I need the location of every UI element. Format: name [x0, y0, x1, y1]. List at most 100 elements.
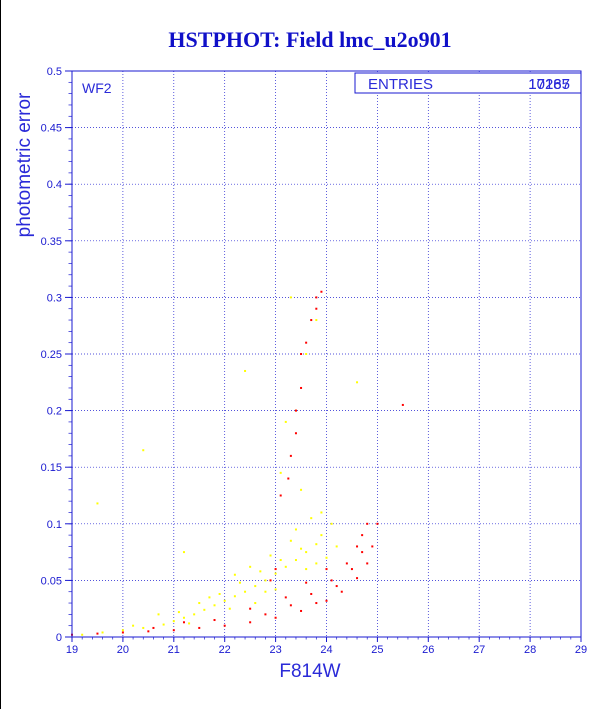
data-point-series-0 [335, 545, 338, 548]
x-tick-label: 25 [371, 644, 383, 656]
data-point-series-0 [289, 539, 292, 542]
data-point-series-1 [289, 604, 292, 607]
data-point-series-0 [315, 562, 318, 565]
data-point-series-1 [315, 307, 318, 310]
data-point-series-0 [96, 502, 99, 505]
data-point-series-0 [274, 588, 277, 591]
data-point-series-0 [284, 565, 287, 568]
data-point-series-0 [132, 624, 135, 627]
data-point-series-1 [325, 599, 328, 602]
x-tick-label: 22 [219, 644, 231, 656]
data-point-series-0 [305, 353, 308, 355]
data-point-series-1 [345, 562, 348, 565]
data-point-series-1 [284, 596, 287, 599]
x-tick-label: 20 [117, 644, 129, 656]
data-point-series-1 [249, 621, 252, 624]
data-point-series-1 [198, 626, 201, 629]
data-point-series-1 [310, 319, 313, 322]
data-point-series-1 [401, 403, 404, 406]
data-point-series-0 [81, 633, 84, 636]
data-point-series-1 [320, 290, 323, 293]
data-point-series-0 [254, 602, 257, 605]
data-point-series-0 [305, 568, 308, 571]
data-point-series-1 [315, 296, 318, 299]
data-point-series-1 [147, 630, 150, 633]
data-point-series-0 [356, 381, 359, 384]
data-point-series-1 [287, 477, 290, 480]
data-point-series-0 [300, 488, 303, 491]
data-point-series-0 [142, 449, 145, 452]
y-tick-label: 0.1 [47, 519, 62, 531]
data-point-series-1 [264, 613, 267, 616]
x-tick-label: 21 [168, 644, 180, 656]
data-point-series-1 [300, 353, 303, 355]
data-point-series-0 [213, 604, 216, 607]
data-point-series-1 [279, 494, 282, 497]
data-point-series-0 [294, 528, 297, 531]
data-point-series-0 [305, 551, 308, 554]
axis-ticks: 19 20 21 22 23 24 25 26 27 28 29 0 0.05 0.1 0.15 0.2 0.2… [41, 66, 588, 656]
data-point-series-0 [244, 590, 247, 593]
y-tick-label: 0.45 [41, 123, 62, 135]
data-point-series-0 [228, 607, 231, 610]
data-point-series-0 [208, 596, 211, 599]
data-point-series-1 [121, 631, 124, 634]
data-point-series-0 [279, 559, 282, 562]
y-tick-label: 0.35 [41, 236, 62, 248]
data-point-series-0 [233, 573, 236, 576]
data-point-series-1 [249, 607, 252, 610]
data-point-series-0 [223, 599, 226, 602]
chart-title: HSTPHOT: Field lmc_u2o901 [168, 27, 451, 52]
y-tick-label: 0.25 [41, 349, 62, 361]
stats-box-label: ENTRIES [368, 76, 433, 93]
data-point-series-1 [356, 545, 359, 548]
x-tick-label: 29 [575, 644, 587, 656]
data-point-series-1 [340, 590, 343, 593]
data-point-series-1 [350, 568, 353, 571]
data-point-series-0 [274, 572, 277, 575]
data-point-series-0 [279, 471, 282, 474]
y-tick-label: 0 [56, 632, 62, 644]
scatter-points [71, 290, 404, 636]
data-point-series-0 [330, 522, 333, 525]
data-point-series-0 [244, 369, 247, 372]
data-point-series-1 [289, 454, 292, 457]
data-point-series-0 [233, 595, 236, 598]
data-point-series-1 [305, 341, 308, 344]
data-point-series-0 [289, 296, 292, 299]
y-tick-label: 0.5 [47, 66, 62, 78]
data-point-series-0 [188, 622, 191, 625]
data-point-series-0 [182, 616, 185, 619]
data-point-series-1 [172, 629, 175, 632]
data-point-series-0 [101, 631, 104, 634]
y-tick-label: 0.3 [47, 292, 62, 304]
data-point-series-1 [223, 624, 226, 627]
data-point-series-1 [356, 577, 359, 580]
x-tick-label: 26 [422, 644, 434, 656]
y-axis-label: photometric error [14, 92, 35, 237]
y-tick-label: 0.05 [41, 575, 62, 587]
data-point-series-0 [121, 629, 124, 632]
data-point-series-1 [300, 609, 303, 612]
data-point-series-0 [203, 608, 206, 611]
data-point-series-0 [193, 613, 196, 616]
data-point-series-0 [320, 511, 323, 514]
y-tick-label: 0.4 [47, 179, 62, 191]
y-tick-label: 0.15 [41, 462, 62, 474]
data-point-series-0 [315, 319, 318, 322]
y-tick-label: 0.2 [47, 406, 62, 418]
data-point-series-1 [376, 522, 379, 525]
data-point-series-0 [315, 543, 318, 546]
stats-box-value-a: 10185 [528, 76, 570, 93]
data-point-series-0 [177, 611, 180, 614]
data-point-series-0 [162, 623, 165, 626]
data-point-series-0 [294, 559, 297, 562]
data-point-series-1 [274, 616, 277, 619]
data-point-series-1 [300, 386, 303, 389]
grid [72, 71, 581, 637]
panel-label: WF2 [82, 80, 112, 96]
data-point-series-1 [152, 626, 155, 629]
data-point-series-0 [157, 613, 160, 616]
data-point-series-0 [218, 592, 221, 595]
data-point-series-1 [213, 619, 216, 622]
